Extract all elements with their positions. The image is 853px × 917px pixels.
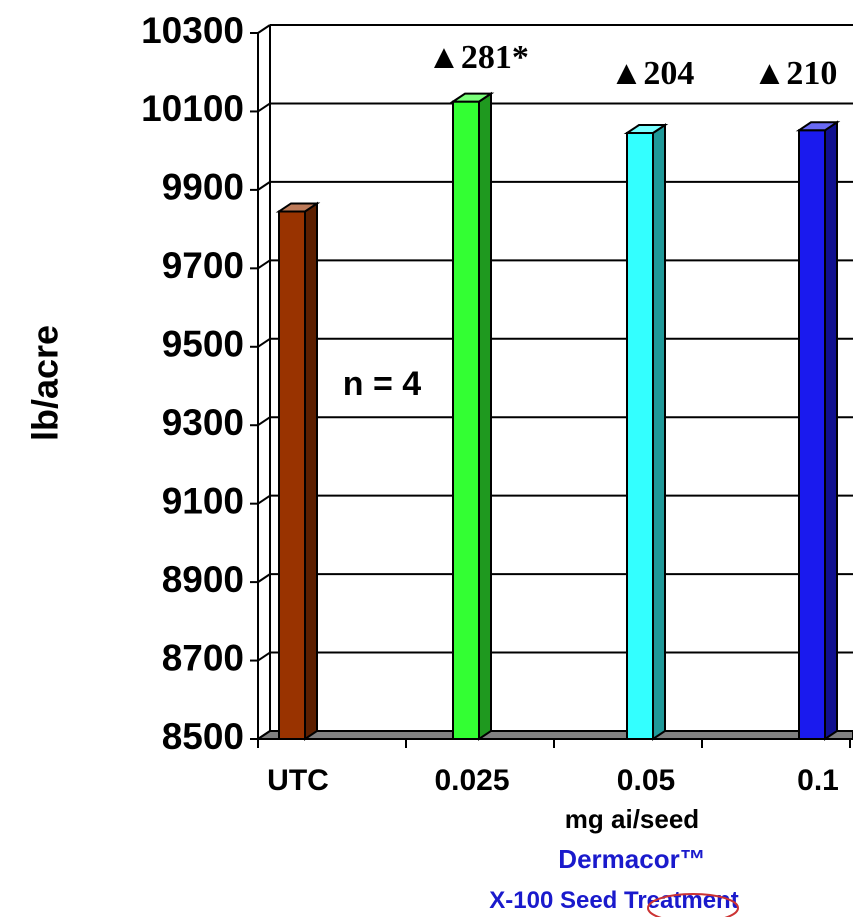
sample-size-note: n = 4	[343, 365, 422, 403]
y-tick-label: 10100	[141, 88, 244, 129]
x-tick-label: UTC	[267, 764, 329, 797]
gridline-depth	[257, 102, 271, 113]
bar-side	[652, 123, 666, 741]
bar	[449, 91, 495, 741]
gridlines	[257, 24, 853, 740]
y-tick-labels: 8500 8700 8900 9100 9300 9500 9700 9900 10100 103…	[141, 10, 244, 757]
y-tick-label: 9700	[162, 245, 244, 286]
bar-annotation: ▲204	[610, 55, 695, 92]
y-tick-label: 8700	[162, 637, 244, 678]
bar-annotation: ▲281*	[427, 39, 529, 76]
bar-top	[795, 121, 841, 132]
bar-side	[478, 91, 492, 741]
bar-front	[452, 100, 480, 740]
x-axis-label: mg ai/seed	[565, 804, 699, 834]
bar-annotation: ▲210	[753, 55, 838, 92]
y-tick-label: 9300	[162, 402, 244, 443]
bar-side	[304, 201, 318, 741]
y-tick-label: 9900	[162, 167, 244, 208]
gridline-depth	[257, 259, 271, 270]
bar	[623, 123, 669, 741]
x-tick-label: 0.05	[617, 764, 675, 797]
x-tick-labels: UTC 0.025 0.05 0.1	[267, 764, 839, 797]
bar-front	[626, 132, 654, 740]
x-tick-label: 0.025	[434, 764, 509, 797]
chart-floor	[254, 730, 853, 740]
y-tick-label: 9100	[162, 480, 244, 521]
bar-top	[449, 92, 495, 103]
y-tick-label: 8900	[162, 559, 244, 600]
y-tick-label: 8500	[162, 716, 244, 757]
product-description: X-100 Seed Treatment	[489, 887, 738, 914]
gridline-depth	[257, 494, 271, 505]
bar-annotations: ▲281* ▲204 ▲210	[427, 39, 837, 92]
gridline-depth	[257, 416, 271, 427]
x-tick-label: 0.1	[797, 764, 839, 797]
bars	[275, 91, 841, 741]
bar	[275, 201, 321, 741]
gridline-depth	[257, 181, 271, 191]
bar-front	[278, 210, 306, 740]
bar-front	[798, 129, 826, 740]
y-tick-label: 10300	[141, 10, 244, 51]
gridline-depth	[257, 573, 271, 583]
floor-plane	[254, 730, 853, 740]
bar-side	[824, 120, 838, 741]
gridline-depth	[257, 337, 271, 348]
y-axis-label: lb/acre	[25, 325, 66, 441]
axes	[250, 25, 853, 748]
y-tick-label: 9500	[162, 324, 244, 365]
logo-mark	[647, 893, 739, 917]
gridline-depth	[257, 24, 271, 34]
product-name: Dermacor™	[558, 844, 705, 874]
bar-top	[275, 202, 321, 213]
gridline-depth	[257, 651, 271, 662]
bar-top	[623, 124, 669, 135]
bar	[795, 120, 841, 741]
